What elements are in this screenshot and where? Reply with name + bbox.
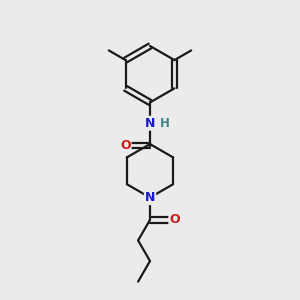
Text: O: O [120,139,130,152]
Text: H: H [160,117,170,130]
Text: N: N [145,117,155,130]
Text: N: N [145,191,155,204]
Text: O: O [169,213,180,226]
